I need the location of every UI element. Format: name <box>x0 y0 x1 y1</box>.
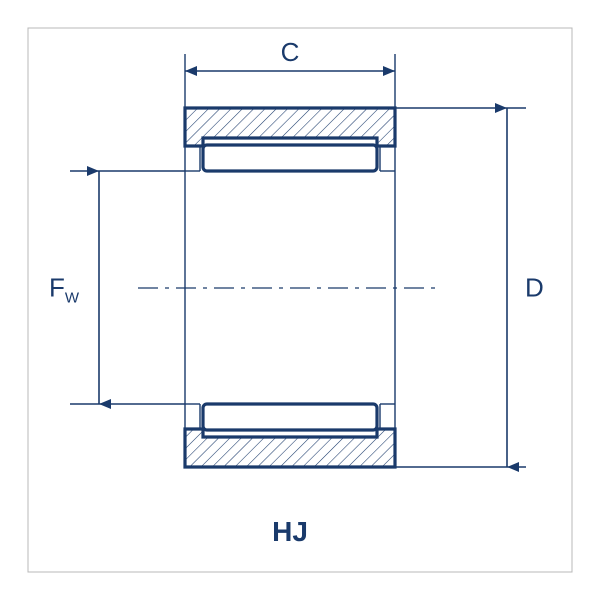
dimension-d-label: D <box>525 273 544 303</box>
bearing-diagram: C D FW HJ <box>0 0 600 600</box>
roller <box>203 145 377 171</box>
roller <box>203 404 377 430</box>
figure-title: HJ <box>272 516 308 547</box>
dimension-c-label: C <box>281 37 300 67</box>
outer-ring-top <box>185 108 395 146</box>
svg-text:FW: FW <box>49 273 80 307</box>
outer-ring-bottom <box>185 429 395 467</box>
dimension-fw-label: FW <box>49 273 80 307</box>
